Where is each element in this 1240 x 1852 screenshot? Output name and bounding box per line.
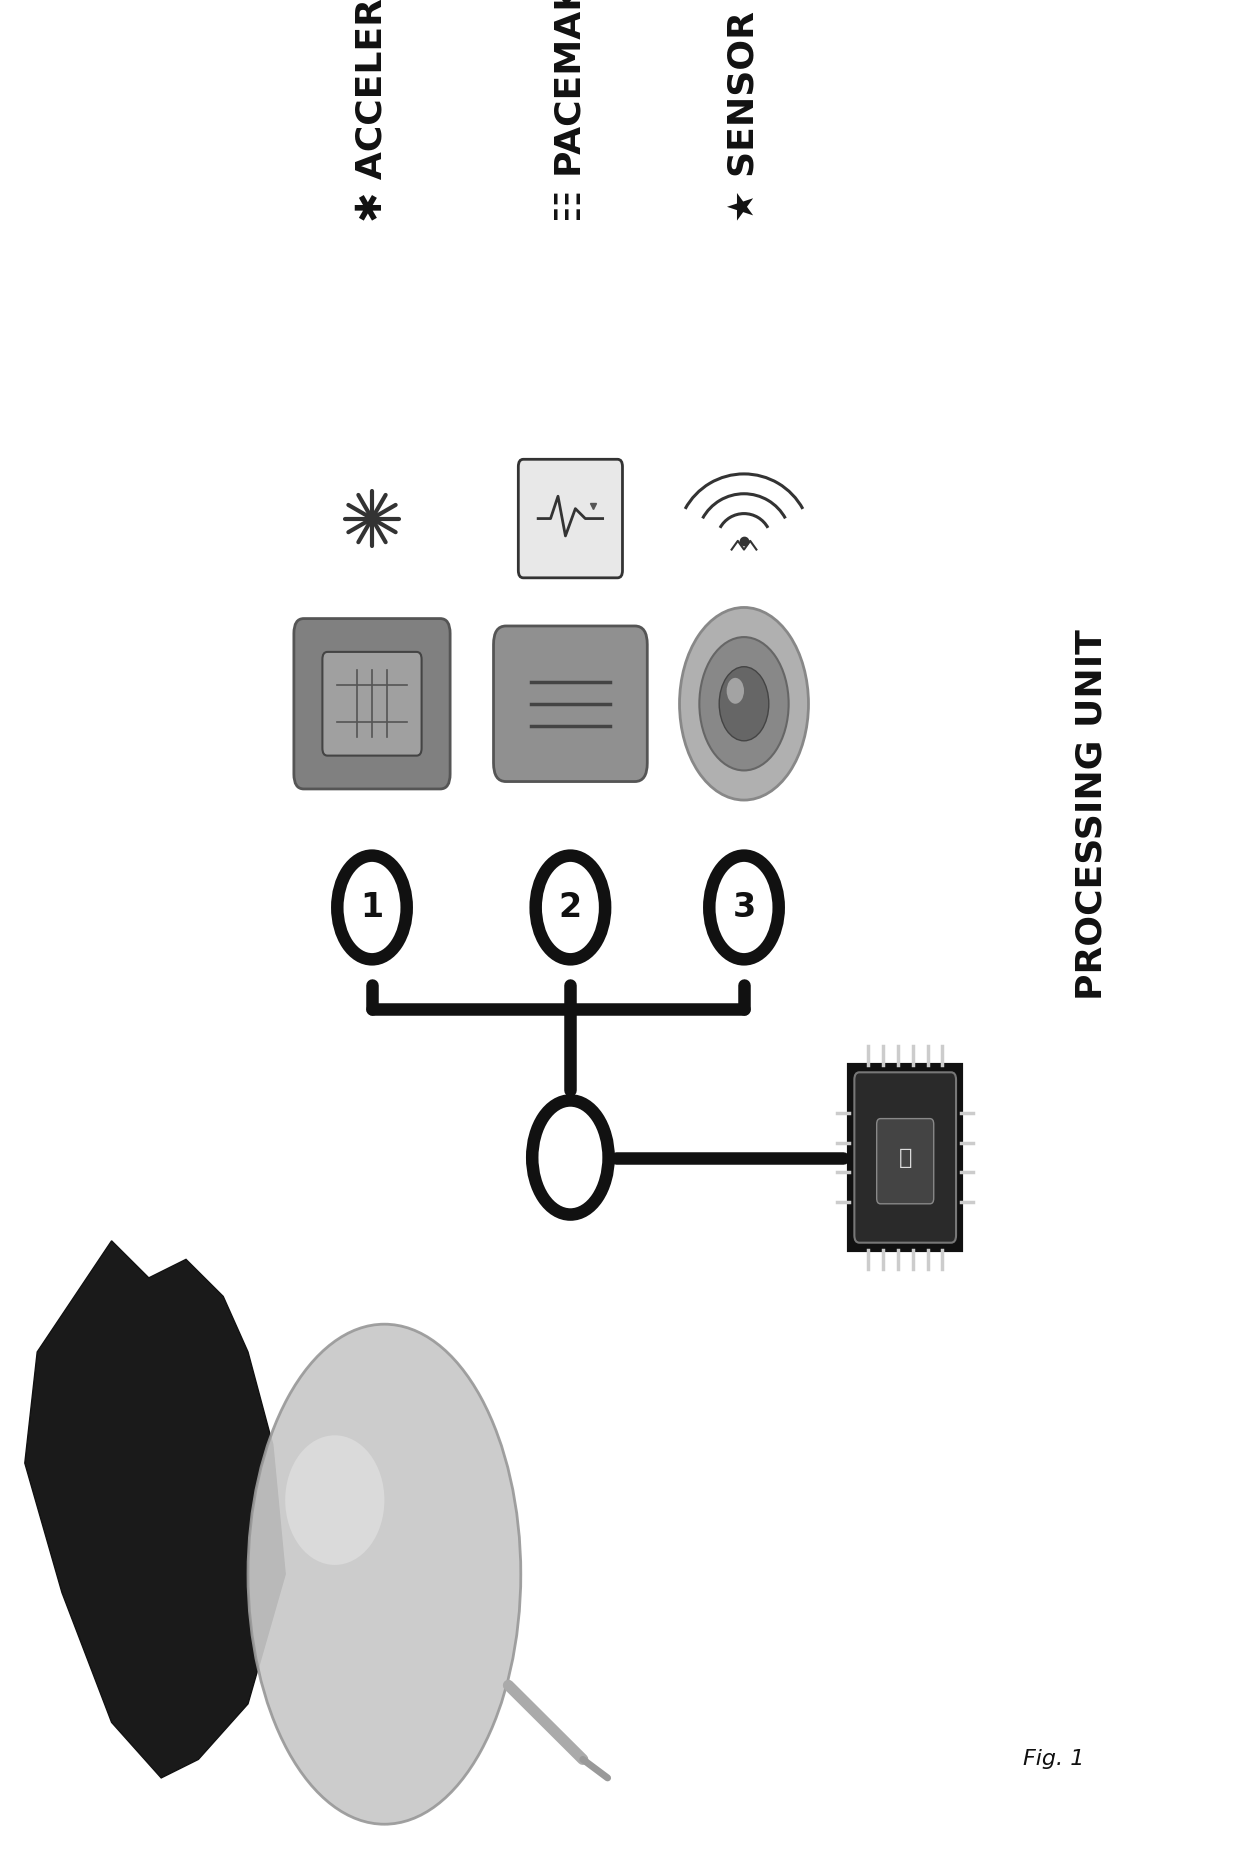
- Text: ★ SENSOR: ★ SENSOR: [727, 11, 761, 222]
- Text: PROCESSING UNIT: PROCESSING UNIT: [1074, 630, 1109, 1000]
- Circle shape: [699, 637, 789, 770]
- Text: 1: 1: [361, 891, 383, 924]
- Ellipse shape: [285, 1435, 384, 1565]
- Circle shape: [719, 667, 769, 741]
- Text: ⧗: ⧗: [899, 1148, 911, 1167]
- FancyBboxPatch shape: [518, 459, 622, 578]
- Circle shape: [727, 678, 744, 704]
- Circle shape: [680, 607, 808, 800]
- Text: ☷ PACEMAKER: ☷ PACEMAKER: [553, 0, 588, 222]
- Circle shape: [709, 856, 779, 959]
- FancyBboxPatch shape: [877, 1119, 934, 1204]
- FancyBboxPatch shape: [322, 652, 422, 756]
- Circle shape: [337, 856, 407, 959]
- Circle shape: [536, 856, 605, 959]
- Ellipse shape: [248, 1324, 521, 1824]
- FancyBboxPatch shape: [854, 1072, 956, 1243]
- Text: 3: 3: [733, 891, 755, 924]
- Circle shape: [532, 1100, 609, 1215]
- Text: 2: 2: [559, 891, 582, 924]
- FancyBboxPatch shape: [849, 1065, 961, 1250]
- FancyBboxPatch shape: [494, 626, 647, 782]
- Polygon shape: [25, 1241, 285, 1778]
- Text: ✱ ACCELEROMETER: ✱ ACCELEROMETER: [355, 0, 389, 222]
- FancyBboxPatch shape: [294, 619, 450, 789]
- Text: Fig. 1: Fig. 1: [1023, 1750, 1085, 1769]
